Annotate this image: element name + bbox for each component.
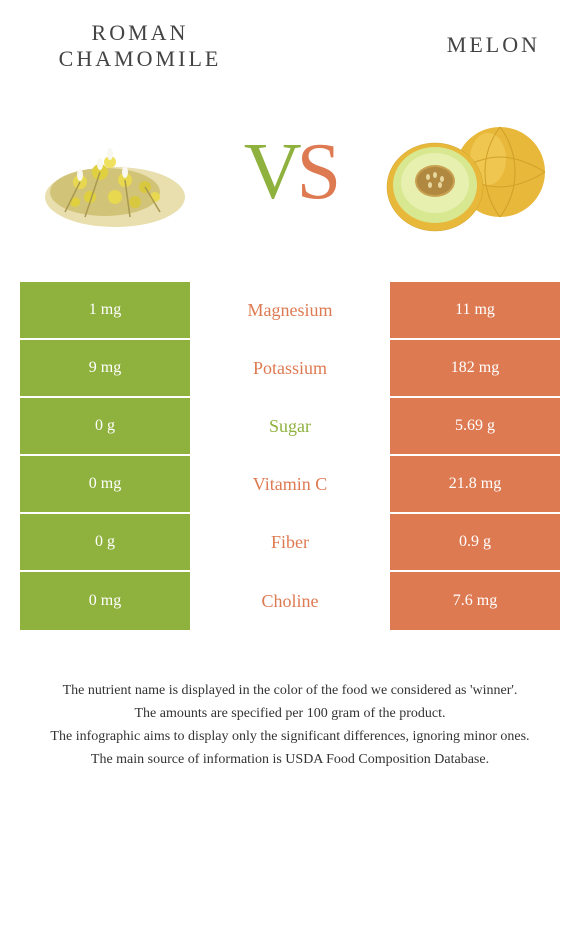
cell-right-value: 11 mg xyxy=(390,282,560,338)
comparison-table: 1 mgMagnesium11 mg9 mgPotassium182 mg0 g… xyxy=(20,282,560,630)
table-row: 9 mgPotassium182 mg xyxy=(20,340,560,398)
footnote-line: The main source of information is USDA F… xyxy=(20,749,560,770)
cell-nutrient-label: Vitamin C xyxy=(190,456,390,512)
vs-s: S xyxy=(297,127,337,218)
footnote-line: The amounts are specified per 100 gram o… xyxy=(20,703,560,724)
melon-image xyxy=(380,87,550,257)
cell-nutrient-label: Sugar xyxy=(190,398,390,454)
cell-left-value: 0 mg xyxy=(20,572,190,630)
cell-right-value: 5.69 g xyxy=(390,398,560,454)
table-row: 0 mgCholine7.6 mg xyxy=(20,572,560,630)
chamomile-image xyxy=(30,87,200,257)
cell-nutrient-label: Potassium xyxy=(190,340,390,396)
cell-left-value: 0 g xyxy=(20,514,190,570)
vs-v: V xyxy=(244,127,297,218)
table-row: 0 gSugar5.69 g xyxy=(20,398,560,456)
footnote-line: The nutrient name is displayed in the co… xyxy=(20,680,560,701)
cell-nutrient-label: Fiber xyxy=(190,514,390,570)
cell-right-value: 7.6 mg xyxy=(390,572,560,630)
title-left: ROMAN CHAMOMILE xyxy=(40,20,240,72)
cell-left-value: 0 g xyxy=(20,398,190,454)
cell-right-value: 182 mg xyxy=(390,340,560,396)
table-row: 1 mgMagnesium11 mg xyxy=(20,282,560,340)
images-row: VS xyxy=(0,82,580,282)
cell-right-value: 0.9 g xyxy=(390,514,560,570)
cell-nutrient-label: Magnesium xyxy=(190,282,390,338)
table-row: 0 mgVitamin C21.8 mg xyxy=(20,456,560,514)
table-row: 0 gFiber0.9 g xyxy=(20,514,560,572)
cell-nutrient-label: Choline xyxy=(190,572,390,630)
footnote-line: The infographic aims to display only the… xyxy=(20,726,560,747)
title-right: MELON xyxy=(340,20,540,72)
vs-label: VS xyxy=(244,127,336,218)
header: ROMAN CHAMOMILE MELON xyxy=(0,0,580,82)
cell-left-value: 0 mg xyxy=(20,456,190,512)
footnotes: The nutrient name is displayed in the co… xyxy=(0,630,580,770)
cell-left-value: 9 mg xyxy=(20,340,190,396)
cell-left-value: 1 mg xyxy=(20,282,190,338)
cell-right-value: 21.8 mg xyxy=(390,456,560,512)
